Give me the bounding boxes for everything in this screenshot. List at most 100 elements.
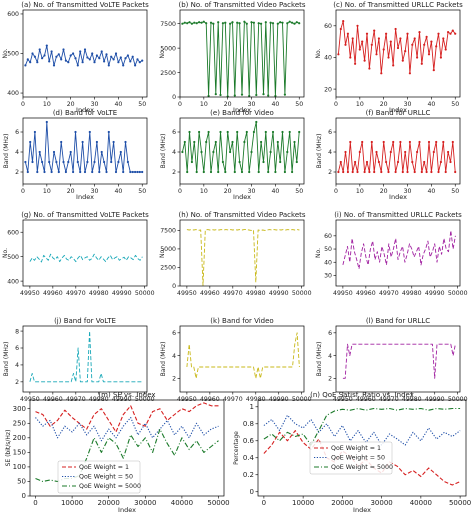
data-point	[221, 22, 224, 25]
data-point	[437, 170, 440, 174]
data-point	[72, 170, 75, 174]
data-point	[64, 59, 67, 62]
x-tick-label: 49990	[269, 290, 289, 297]
x-tick-label: 50000	[449, 499, 471, 507]
y-tick-label: 250	[13, 419, 26, 427]
data-point	[454, 32, 457, 35]
y-tick-label: 400	[7, 90, 19, 97]
axes-frame	[22, 219, 148, 287]
data-point	[389, 40, 392, 43]
data-point	[349, 140, 352, 144]
data-point	[72, 52, 75, 55]
y-tick-label: 100	[13, 463, 26, 471]
data-point	[437, 32, 440, 35]
data-point	[238, 160, 241, 164]
data-point	[411, 160, 414, 164]
x-tick-label: 0	[334, 188, 338, 195]
data-point	[217, 170, 220, 174]
y-tick-label: 500	[7, 51, 19, 58]
x-tick-label: 10000	[61, 499, 83, 507]
x-tick-label: 49960	[200, 290, 220, 297]
data-point	[193, 140, 196, 144]
y-tick-label: 1	[250, 403, 254, 411]
axes-frame	[179, 9, 305, 98]
x-axis-label: Index	[233, 106, 251, 114]
data-point	[138, 170, 141, 174]
data-point	[26, 170, 29, 174]
data-point	[257, 170, 260, 174]
subplot-j: (j) Band for VoLTE 49950 49960 49970 49980 49…	[3, 317, 155, 403]
y-tick-label: 150	[13, 449, 26, 457]
x-tick-label: 40	[427, 101, 435, 108]
data-point	[286, 150, 289, 154]
y-axis-label: Band (MHz)	[160, 342, 167, 377]
x-tick-label: 0	[178, 101, 182, 108]
data-point	[117, 61, 120, 64]
y-tick-label: 600	[7, 229, 19, 236]
data-point	[255, 93, 258, 97]
data-point	[243, 140, 246, 144]
data-point	[281, 130, 284, 134]
data-point	[449, 32, 452, 35]
x-tick-label: 50000	[292, 290, 312, 297]
x-axis-label: Index	[233, 193, 251, 201]
data-point	[269, 21, 272, 24]
data-point	[209, 21, 213, 24]
data-point	[447, 150, 450, 154]
y-tick-label: 6	[172, 129, 176, 136]
x-tick-label: 49980	[89, 396, 109, 403]
data-point	[288, 130, 291, 134]
subplot-title: (f) Band for URLLC	[366, 109, 431, 117]
y-tick-label: 2	[328, 169, 332, 176]
data-point	[283, 93, 286, 96]
subplot-i: (i) No. of Transmitted URLLC Packets 4995…	[315, 211, 468, 297]
data-point	[276, 22, 279, 25]
data-point	[124, 57, 127, 60]
data-point	[394, 27, 397, 31]
subplot-d: (d) Band for VoLTE 0 10 20 30 40 50 2 4 6 Index Ban…	[3, 109, 148, 201]
data-point	[202, 20, 205, 23]
data-point	[349, 56, 352, 59]
y-axis-label: Band (MHz)	[316, 342, 323, 377]
data-point	[193, 21, 196, 24]
y-tick-label: 4	[328, 149, 332, 156]
subplot-title: (n) QoE Satisf. Ratio vs. Index	[310, 391, 414, 399]
data-point	[36, 170, 39, 174]
data-point	[112, 140, 115, 144]
data-point	[52, 150, 56, 154]
subplot-n: (n) QoE Satisf. Ratio vs. Index 0 10000 200…	[233, 391, 471, 512]
x-tick-label: 0	[21, 188, 25, 195]
data-point	[79, 50, 82, 53]
x-tick-label: 40	[114, 188, 122, 195]
x-tick-label: 20	[67, 188, 75, 195]
data-point	[442, 140, 445, 144]
data-point	[76, 160, 79, 164]
axes-frame	[335, 325, 461, 393]
axes-frame	[179, 117, 305, 185]
data-point	[267, 170, 270, 174]
data-point	[423, 43, 426, 46]
data-point	[295, 21, 298, 24]
data-point	[401, 170, 404, 174]
data-point	[380, 72, 383, 75]
x-tick-label: 49990	[425, 290, 445, 297]
data-point	[430, 40, 433, 43]
data-point	[207, 94, 210, 98]
x-tick-label: 49950	[177, 290, 197, 297]
y-tick-label: 4	[15, 362, 19, 369]
y-tick-label: 0.4	[243, 454, 255, 462]
data-point	[351, 170, 354, 174]
x-tick-label: 10000	[292, 499, 314, 507]
data-point	[368, 67, 371, 70]
x-tick-label: 49950	[20, 396, 40, 403]
y-tick-label: 7500	[160, 21, 176, 28]
data-point	[408, 140, 411, 144]
data-point	[274, 94, 277, 98]
data-point	[260, 22, 263, 25]
data-point	[67, 61, 70, 64]
subplot-title: (m) SE vs. Index	[98, 391, 155, 399]
data-point	[79, 170, 82, 174]
data-point	[122, 64, 125, 67]
data-point	[24, 64, 27, 67]
data-point	[250, 21, 253, 24]
